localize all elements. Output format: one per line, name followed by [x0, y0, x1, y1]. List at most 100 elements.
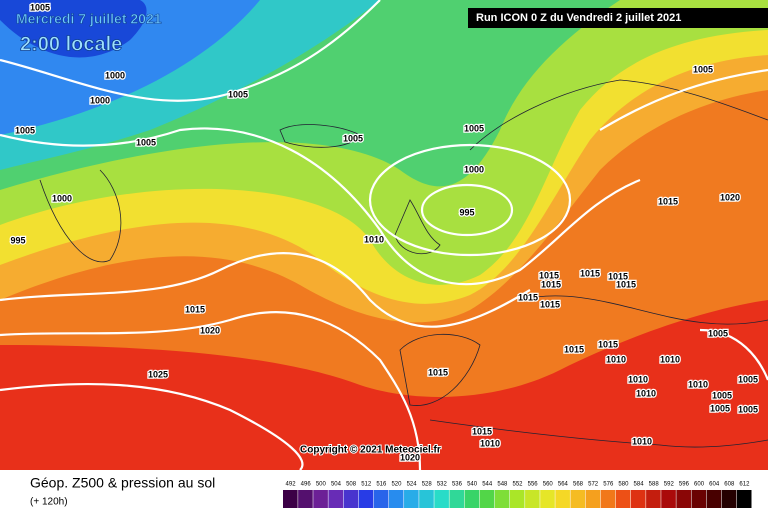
isobar-label: 1010	[480, 438, 500, 448]
isobar-label: 1005	[15, 125, 35, 135]
isobar-label: 1005	[228, 89, 248, 99]
scale-label: 600	[694, 482, 705, 488]
scale-swatch	[388, 490, 404, 508]
isobar-label: 1015	[428, 367, 448, 377]
scale-label: 492	[286, 482, 297, 488]
scale-label: 540	[467, 482, 478, 488]
scale-label: 532	[437, 482, 448, 488]
color-scale: 492 496 500 504 508 512 516 520 524 528 532 536 540 5…	[283, 482, 752, 508]
scale-label: 548	[497, 482, 508, 488]
scale-label: 508	[346, 482, 357, 488]
isobar-label: 1005	[738, 374, 758, 384]
scale-swatch	[449, 490, 465, 508]
scale-swatch	[494, 490, 510, 508]
isobar-label: 1005	[738, 404, 758, 414]
coastlines	[39, 79, 768, 448]
scale-swatch	[555, 490, 570, 508]
scale-swatch	[676, 490, 691, 508]
scale-swatch	[615, 490, 631, 508]
isobar-label: 1000	[90, 95, 110, 105]
isobar-label: 1005	[708, 328, 728, 338]
scale-swatch	[540, 490, 555, 508]
isobar-label: 1010	[660, 354, 680, 364]
scale-label: 528	[422, 482, 433, 488]
scale-label: 572	[588, 482, 599, 488]
isobar-label: 1005	[343, 133, 363, 143]
isobar-label: 1010	[606, 354, 626, 364]
scale-label: 568	[573, 482, 584, 488]
scale-swatch	[313, 490, 328, 508]
forecast-date: Mercredi 7 juillet 2021	[16, 11, 162, 27]
isobar-label: 1005	[712, 390, 732, 400]
isobar-label: 1005	[30, 2, 50, 12]
scale-label: 564	[558, 482, 569, 488]
product-title: Géop. Z500 & pression au sol	[30, 475, 215, 491]
scale-label: 608	[724, 482, 735, 488]
isobar-label: 1010	[636, 388, 656, 398]
scale-label: 516	[376, 482, 387, 488]
isobar-label: 1020	[200, 325, 220, 335]
scale-label: 584	[634, 482, 645, 488]
scale-swatch	[691, 490, 707, 508]
isobar-label: 1015	[564, 344, 584, 354]
scale-label: 544	[482, 482, 493, 488]
run-banner	[468, 8, 768, 28]
isobar-label: 1000	[464, 164, 484, 174]
isobar-label: 1005	[136, 137, 156, 147]
isobar-label: 1000	[105, 70, 125, 80]
scale-swatch	[509, 490, 525, 508]
isobar-label: 1020	[720, 192, 740, 202]
scale-swatch	[373, 490, 389, 508]
scale-label: 596	[679, 482, 690, 488]
scale-label: 496	[301, 482, 312, 488]
isobar-label: 1000	[52, 193, 72, 203]
scale-swatch	[721, 490, 737, 508]
isobar-label: 1015	[598, 339, 618, 349]
isobar-label: 1005	[693, 64, 713, 74]
isobar-label: 1020	[400, 452, 420, 462]
scale-swatch	[585, 490, 601, 508]
scale-swatch	[298, 490, 313, 508]
isobars	[0, 0, 768, 471]
isobar-label: 1010	[628, 374, 648, 384]
isobar-label: 1015	[616, 279, 636, 289]
scale-swatch	[570, 490, 586, 508]
scale-label: 552	[512, 482, 523, 488]
isobar-label: 1015	[658, 196, 678, 206]
scale-label: 512	[361, 482, 372, 488]
isobar-label: 1015	[540, 299, 560, 309]
scale-swatch	[646, 490, 661, 508]
scale-label: 504	[331, 482, 342, 488]
isobar-label: 1015	[518, 292, 538, 302]
scale-swatch	[525, 490, 540, 508]
map-background	[0, 0, 768, 470]
scale-label: 500	[316, 482, 327, 488]
scale-label: 588	[649, 482, 660, 488]
isobar-label: 1015	[580, 268, 600, 278]
scale-label: 576	[603, 482, 614, 488]
scale-swatch	[419, 490, 434, 508]
isobar-label: 1005	[464, 123, 484, 133]
scale-swatch	[328, 490, 344, 508]
scale-swatch	[283, 490, 298, 508]
isobar-label: 1005	[710, 403, 730, 413]
scale-label: 580	[618, 482, 629, 488]
isobar-label: 1010	[632, 436, 652, 446]
isobar-label: 1010	[364, 234, 384, 244]
scale-label: 612	[739, 482, 750, 488]
scale-swatch	[600, 490, 616, 508]
isobar-labels: 1005 1000 1000 1005 1005 1005 1005 1005 1005 1000…	[9, 1, 759, 464]
scale-swatch	[630, 490, 646, 508]
scale-swatch	[343, 490, 359, 508]
run-info: Run ICON 0 Z du Vendredi 2 juillet 2021	[476, 12, 681, 24]
scale-label: 556	[528, 482, 539, 488]
isobar-label: 1025	[148, 369, 168, 379]
isobar-label: 995	[10, 235, 25, 245]
isobar-label: 1015	[472, 426, 492, 436]
lead-time: (+ 120h)	[30, 497, 68, 508]
isobar-label: 1015	[608, 271, 628, 281]
isobar-label: 1015	[541, 279, 561, 289]
scale-swatch	[479, 490, 495, 508]
